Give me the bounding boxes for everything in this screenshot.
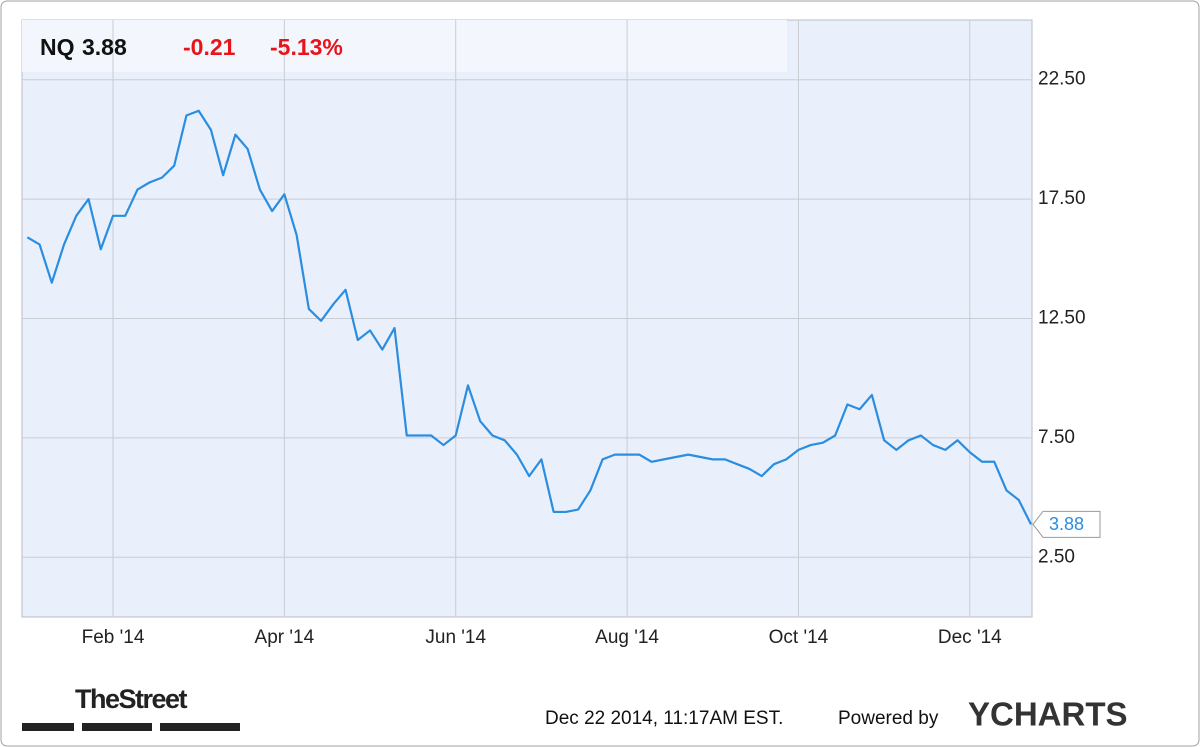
change-pct: -5.13% [270, 34, 343, 60]
grid [22, 20, 1032, 617]
y-tick-label: 22.50 [1038, 69, 1086, 90]
x-tick-label: Apr '14 [255, 627, 315, 648]
y-tick-label: 7.50 [1038, 427, 1075, 448]
y-tick-label: 2.50 [1038, 546, 1075, 567]
last-price-label: 3.88 [1049, 514, 1084, 534]
timestamp: Dec 22 2014, 11:17AM EST. [545, 708, 783, 729]
logo-bar [160, 723, 240, 731]
last-price-flag [1032, 510, 1101, 538]
logo-bar [22, 723, 74, 731]
header-band [22, 20, 787, 72]
x-tick-label: Oct '14 [769, 627, 829, 648]
x-tick-label: Dec '14 [938, 627, 1002, 648]
brand: YCHARTS [968, 696, 1128, 733]
logo-bar [82, 723, 152, 731]
change: -0.21 [183, 34, 236, 60]
x-tick-label: Jun '14 [425, 627, 486, 648]
source-logo: TheStreet [75, 684, 188, 714]
y-tick-label: 17.50 [1038, 188, 1086, 209]
price: 3.88 [82, 34, 127, 60]
x-tick-label: Feb '14 [82, 627, 145, 648]
price-line [26, 109, 1032, 525]
x-tick-label: Aug '14 [595, 627, 659, 648]
ticker: NQ [40, 34, 75, 60]
powered-by: Powered by [838, 708, 939, 729]
y-tick-label: 12.50 [1038, 308, 1086, 329]
series [26, 109, 1032, 525]
